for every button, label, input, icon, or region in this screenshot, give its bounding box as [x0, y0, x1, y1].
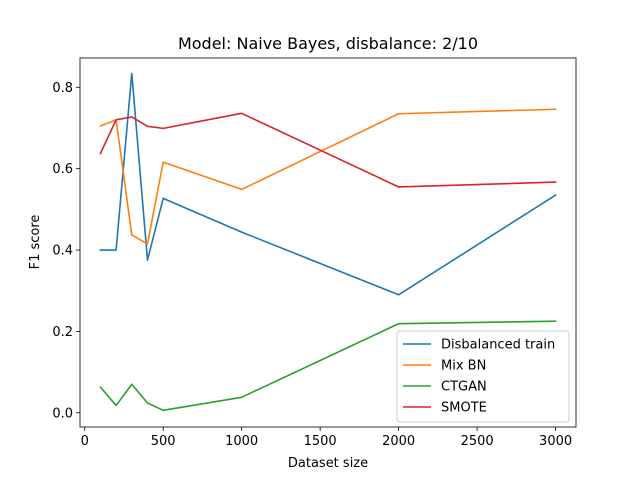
y-axis: 0.0 0.2 0.4 0.6 0.8: [52, 81, 80, 421]
series-line-mix-bn: [99, 108, 557, 245]
legend-label: SMOTE: [441, 401, 487, 416]
y-tick-label: 0.8: [52, 81, 73, 96]
x-tick-label: 2000: [382, 434, 415, 449]
legend-label: Disbalanced train: [441, 338, 555, 353]
legend-label: Mix BN: [441, 359, 486, 374]
plot-frame: [79, 57, 577, 428]
x-tick-label: 2500: [461, 434, 494, 449]
chart-title: Model: Naive Bayes, disbalance: 2/10: [178, 34, 478, 53]
x-tick-label: 1000: [225, 434, 258, 449]
y-tick-label: 0.0: [52, 406, 73, 421]
series-line-smote: [99, 112, 557, 188]
x-tick-label: 3000: [539, 434, 572, 449]
y-tick-label: 0.2: [52, 325, 73, 340]
y-axis-label: F1 score: [28, 215, 43, 270]
x-axis-label: Dataset size: [288, 456, 368, 471]
series-layer: [99, 72, 557, 412]
x-axis: 0 500 1000 1500 2000 2500 3000: [81, 427, 572, 449]
legend: Disbalanced train Mix BN CTGAN SMOTE: [396, 330, 570, 423]
y-tick-label: 0.6: [52, 162, 73, 177]
x-tick-label: 1500: [304, 434, 337, 449]
legend-box: [396, 330, 570, 423]
x-tick-label: 500: [151, 434, 176, 449]
series-line-ctgan: [99, 320, 557, 412]
plot-area: [79, 57, 577, 428]
legend-label: CTGAN: [441, 380, 487, 395]
series-line-disbalanced-train: [99, 72, 557, 296]
y-tick-label: 0.4: [52, 244, 73, 259]
x-tick-label: 0: [81, 434, 89, 449]
